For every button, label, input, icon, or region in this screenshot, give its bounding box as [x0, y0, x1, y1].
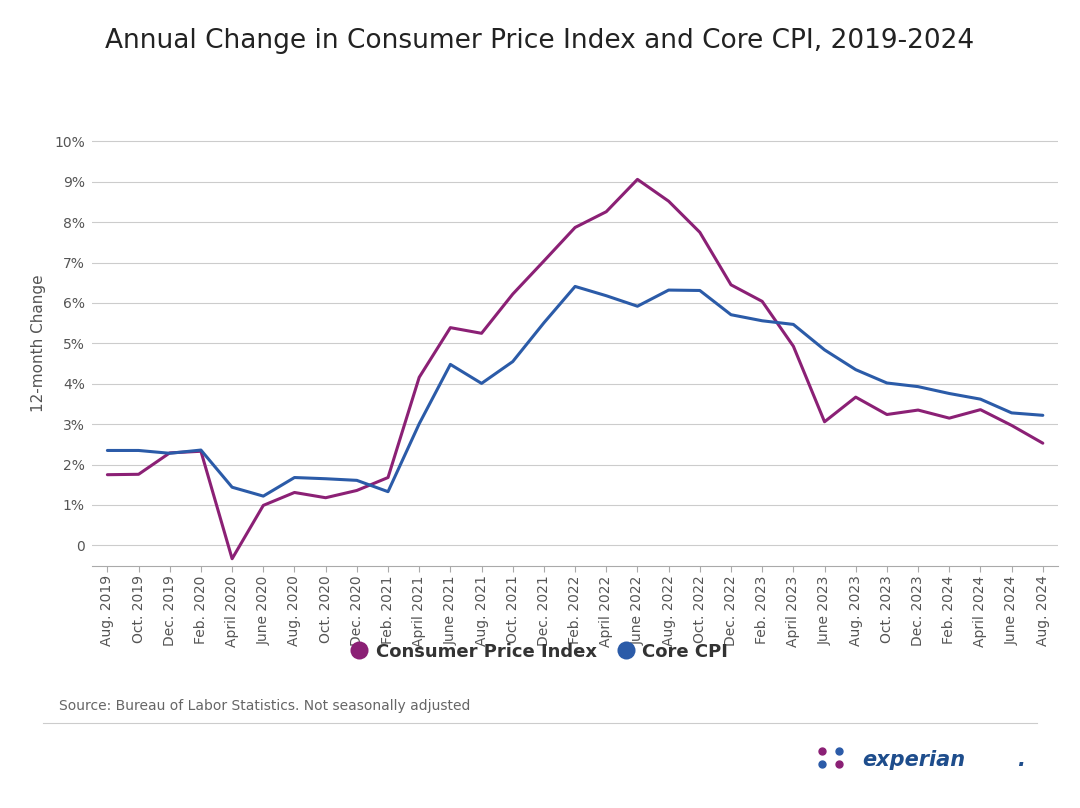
Text: experian: experian: [862, 750, 966, 770]
Y-axis label: 12-month Change: 12-month Change: [30, 275, 45, 412]
Text: Annual Change in Consumer Price Index and Core CPI, 2019-2024: Annual Change in Consumer Price Index an…: [106, 28, 974, 54]
Text: Source: Bureau of Labor Statistics. Not seasonally adjusted: Source: Bureau of Labor Statistics. Not …: [59, 699, 471, 713]
Text: .: .: [1016, 750, 1025, 770]
Legend: Consumer Price Index, Core CPI: Consumer Price Index, Core CPI: [345, 635, 735, 668]
